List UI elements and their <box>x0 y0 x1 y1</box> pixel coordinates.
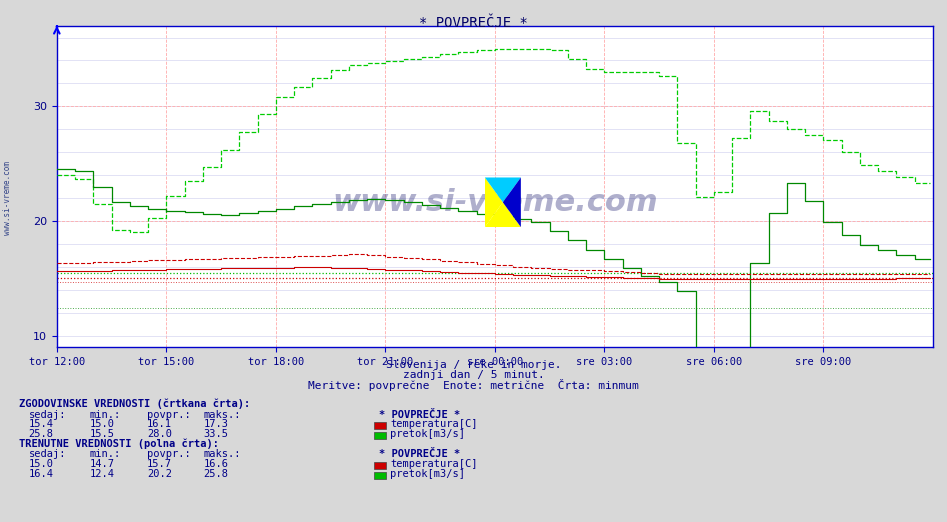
Text: 25.8: 25.8 <box>28 429 53 439</box>
Polygon shape <box>485 177 521 203</box>
Text: www.si-vreme.com: www.si-vreme.com <box>332 188 657 217</box>
Text: pretok[m3/s]: pretok[m3/s] <box>390 469 465 479</box>
Text: * POVPREČJE *: * POVPREČJE * <box>379 410 460 420</box>
Text: sedaj:: sedaj: <box>28 449 66 459</box>
Text: TRENUTNE VREDNOSTI (polna črta):: TRENUTNE VREDNOSTI (polna črta): <box>19 439 219 449</box>
Text: min.:: min.: <box>90 449 121 459</box>
Text: * POVPREČJE *: * POVPREČJE * <box>420 16 527 30</box>
Text: povpr.:: povpr.: <box>147 410 190 420</box>
Text: * POVPREČJE *: * POVPREČJE * <box>379 449 460 459</box>
Polygon shape <box>485 203 521 227</box>
Text: 17.3: 17.3 <box>204 419 228 429</box>
Text: 16.4: 16.4 <box>28 469 53 479</box>
Text: min.:: min.: <box>90 410 121 420</box>
Text: www.si-vreme.com: www.si-vreme.com <box>3 161 12 235</box>
Text: 15.0: 15.0 <box>90 419 115 429</box>
Text: 15.7: 15.7 <box>147 459 171 469</box>
Text: 12.4: 12.4 <box>90 469 115 479</box>
Text: maks.:: maks.: <box>204 410 241 420</box>
Text: 20.2: 20.2 <box>147 469 171 479</box>
Text: 16.6: 16.6 <box>204 459 228 469</box>
Text: zadnji dan / 5 minut.: zadnji dan / 5 minut. <box>402 371 545 381</box>
Text: 15.4: 15.4 <box>28 419 53 429</box>
Text: sedaj:: sedaj: <box>28 410 66 420</box>
Polygon shape <box>485 177 503 227</box>
Text: ZGODOVINSKE VREDNOSTI (črtkana črta):: ZGODOVINSKE VREDNOSTI (črtkana črta): <box>19 399 250 409</box>
Text: temperatura[C]: temperatura[C] <box>390 419 477 429</box>
Text: 28.0: 28.0 <box>147 429 171 439</box>
Text: povpr.:: povpr.: <box>147 449 190 459</box>
Polygon shape <box>503 177 521 227</box>
Text: pretok[m3/s]: pretok[m3/s] <box>390 429 465 439</box>
Text: Slovenija / reke in morje.: Slovenija / reke in morje. <box>385 360 562 370</box>
Text: maks.:: maks.: <box>204 449 241 459</box>
Text: temperatura[C]: temperatura[C] <box>390 459 477 469</box>
Text: 33.5: 33.5 <box>204 429 228 439</box>
Text: 15.5: 15.5 <box>90 429 115 439</box>
Text: 15.0: 15.0 <box>28 459 53 469</box>
Text: 25.8: 25.8 <box>204 469 228 479</box>
Text: 14.7: 14.7 <box>90 459 115 469</box>
Text: 16.1: 16.1 <box>147 419 171 429</box>
Text: Meritve: povprečne  Enote: metrične  Črta: minmum: Meritve: povprečne Enote: metrične Črta:… <box>308 379 639 391</box>
